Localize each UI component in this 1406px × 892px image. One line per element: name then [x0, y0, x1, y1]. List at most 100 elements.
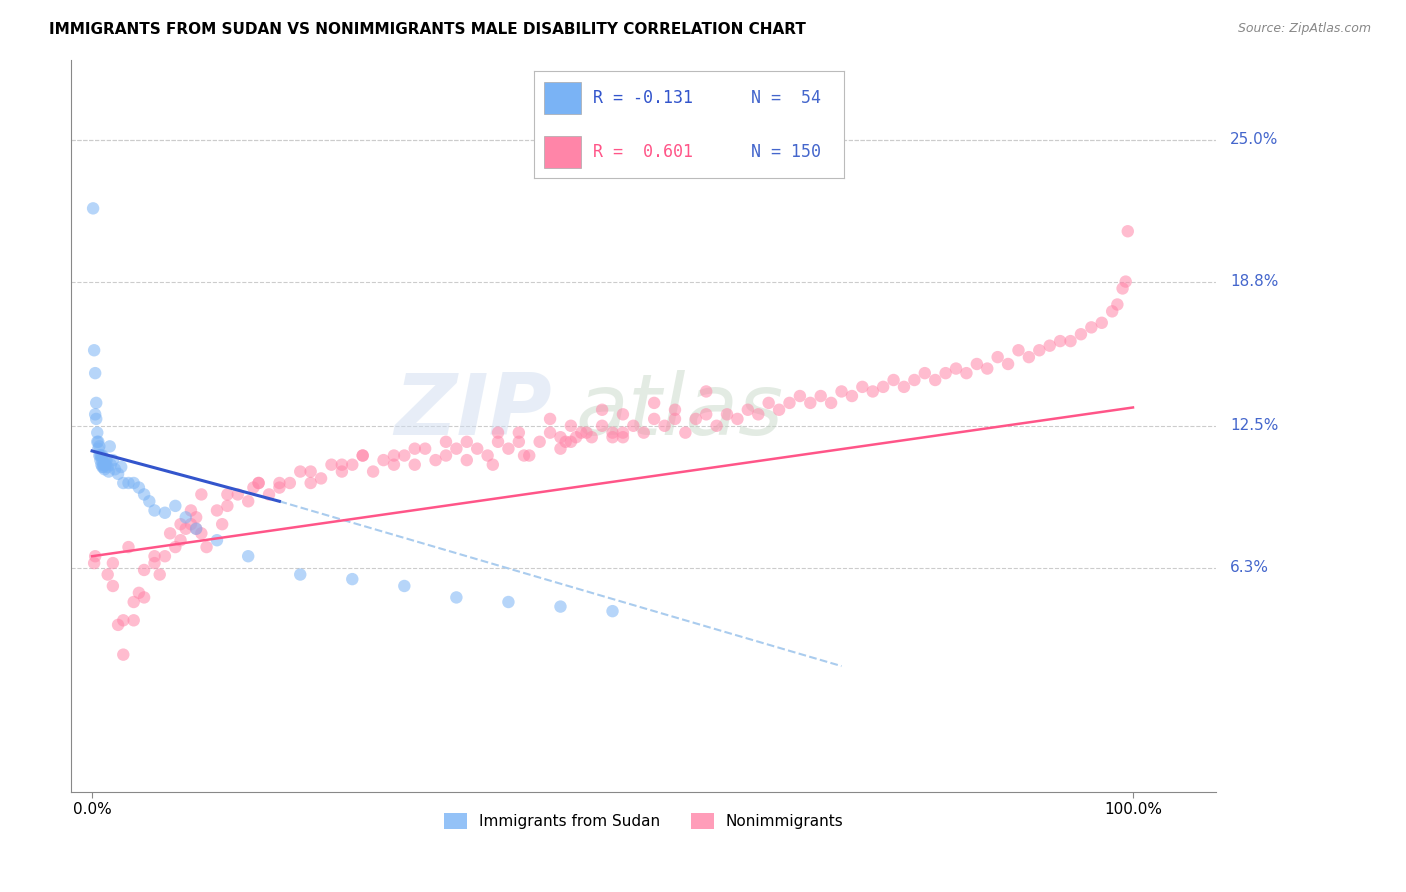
Point	[643, 412, 665, 426]
Point	[456, 453, 478, 467]
Point	[997, 357, 1019, 371]
Point	[799, 396, 821, 410]
Point	[434, 434, 457, 449]
Point	[269, 475, 291, 490]
Text: N = 150: N = 150	[751, 143, 821, 161]
Point	[565, 430, 588, 444]
Point	[404, 442, 426, 456]
Point	[935, 366, 957, 380]
Point	[101, 556, 124, 570]
FancyBboxPatch shape	[544, 82, 581, 114]
Point	[550, 442, 572, 456]
Point	[554, 434, 576, 449]
Point	[299, 465, 322, 479]
Point	[143, 556, 166, 570]
Point	[1018, 350, 1040, 364]
Point	[538, 412, 561, 426]
Point	[1007, 343, 1029, 358]
Point	[269, 481, 291, 495]
Point	[238, 549, 260, 564]
Point	[352, 449, 374, 463]
Point	[914, 366, 936, 380]
Point	[1039, 339, 1062, 353]
Point	[486, 434, 509, 449]
Point	[654, 418, 676, 433]
Point	[82, 202, 104, 216]
Point	[122, 475, 145, 490]
Point	[425, 453, 447, 467]
Point	[89, 453, 111, 467]
Point	[86, 434, 108, 449]
Point	[186, 510, 208, 524]
Point	[342, 458, 364, 472]
Text: ZIP: ZIP	[395, 369, 553, 452]
Point	[238, 494, 260, 508]
Point	[498, 595, 520, 609]
Point	[673, 425, 696, 440]
Point	[96, 453, 118, 467]
Text: 25.0%: 25.0%	[1230, 132, 1278, 147]
Point	[538, 425, 561, 440]
Point	[94, 458, 117, 472]
Point	[955, 366, 977, 380]
Point	[153, 506, 176, 520]
Legend: Immigrants from Sudan, Nonimmigrants: Immigrants from Sudan, Nonimmigrants	[437, 807, 849, 836]
Point	[91, 449, 114, 463]
Point	[716, 408, 738, 422]
Text: R =  0.601: R = 0.601	[593, 143, 693, 161]
Point	[602, 425, 624, 440]
Point	[394, 579, 416, 593]
Point	[174, 510, 197, 524]
Point	[93, 460, 115, 475]
Point	[112, 648, 135, 662]
Point	[278, 475, 301, 490]
Point	[217, 487, 239, 501]
Point	[195, 540, 218, 554]
Point	[242, 481, 264, 495]
Point	[132, 487, 155, 501]
Point	[413, 442, 436, 456]
Point	[84, 366, 107, 380]
Point	[831, 384, 853, 399]
Point	[903, 373, 925, 387]
Point	[98, 439, 121, 453]
Point	[87, 442, 110, 456]
Point	[706, 418, 728, 433]
Point	[169, 533, 191, 548]
Point	[382, 449, 405, 463]
Point	[180, 517, 202, 532]
Point	[101, 453, 124, 467]
Point	[352, 449, 374, 463]
Point	[498, 442, 520, 456]
Text: 12.5%: 12.5%	[1230, 418, 1278, 434]
Point	[695, 408, 717, 422]
Point	[1028, 343, 1050, 358]
Point	[186, 522, 208, 536]
Point	[153, 549, 176, 564]
Point	[695, 384, 717, 399]
Point	[97, 567, 120, 582]
Point	[612, 430, 634, 444]
Point	[1091, 316, 1114, 330]
Point	[486, 425, 509, 440]
Point	[138, 494, 160, 508]
Point	[373, 453, 395, 467]
Point	[477, 449, 499, 463]
Point	[841, 389, 863, 403]
Point	[550, 430, 572, 444]
Point	[143, 549, 166, 564]
Point	[465, 442, 488, 456]
Point	[84, 408, 107, 422]
Point	[976, 361, 998, 376]
Point	[117, 540, 139, 554]
Point	[1116, 224, 1139, 238]
Text: R = -0.131: R = -0.131	[593, 89, 693, 107]
Point	[186, 522, 208, 536]
Point	[290, 567, 312, 582]
Point	[602, 604, 624, 618]
Point	[1059, 334, 1081, 348]
Point	[112, 475, 135, 490]
Point	[128, 586, 150, 600]
Point	[966, 357, 988, 371]
Point	[321, 458, 343, 472]
